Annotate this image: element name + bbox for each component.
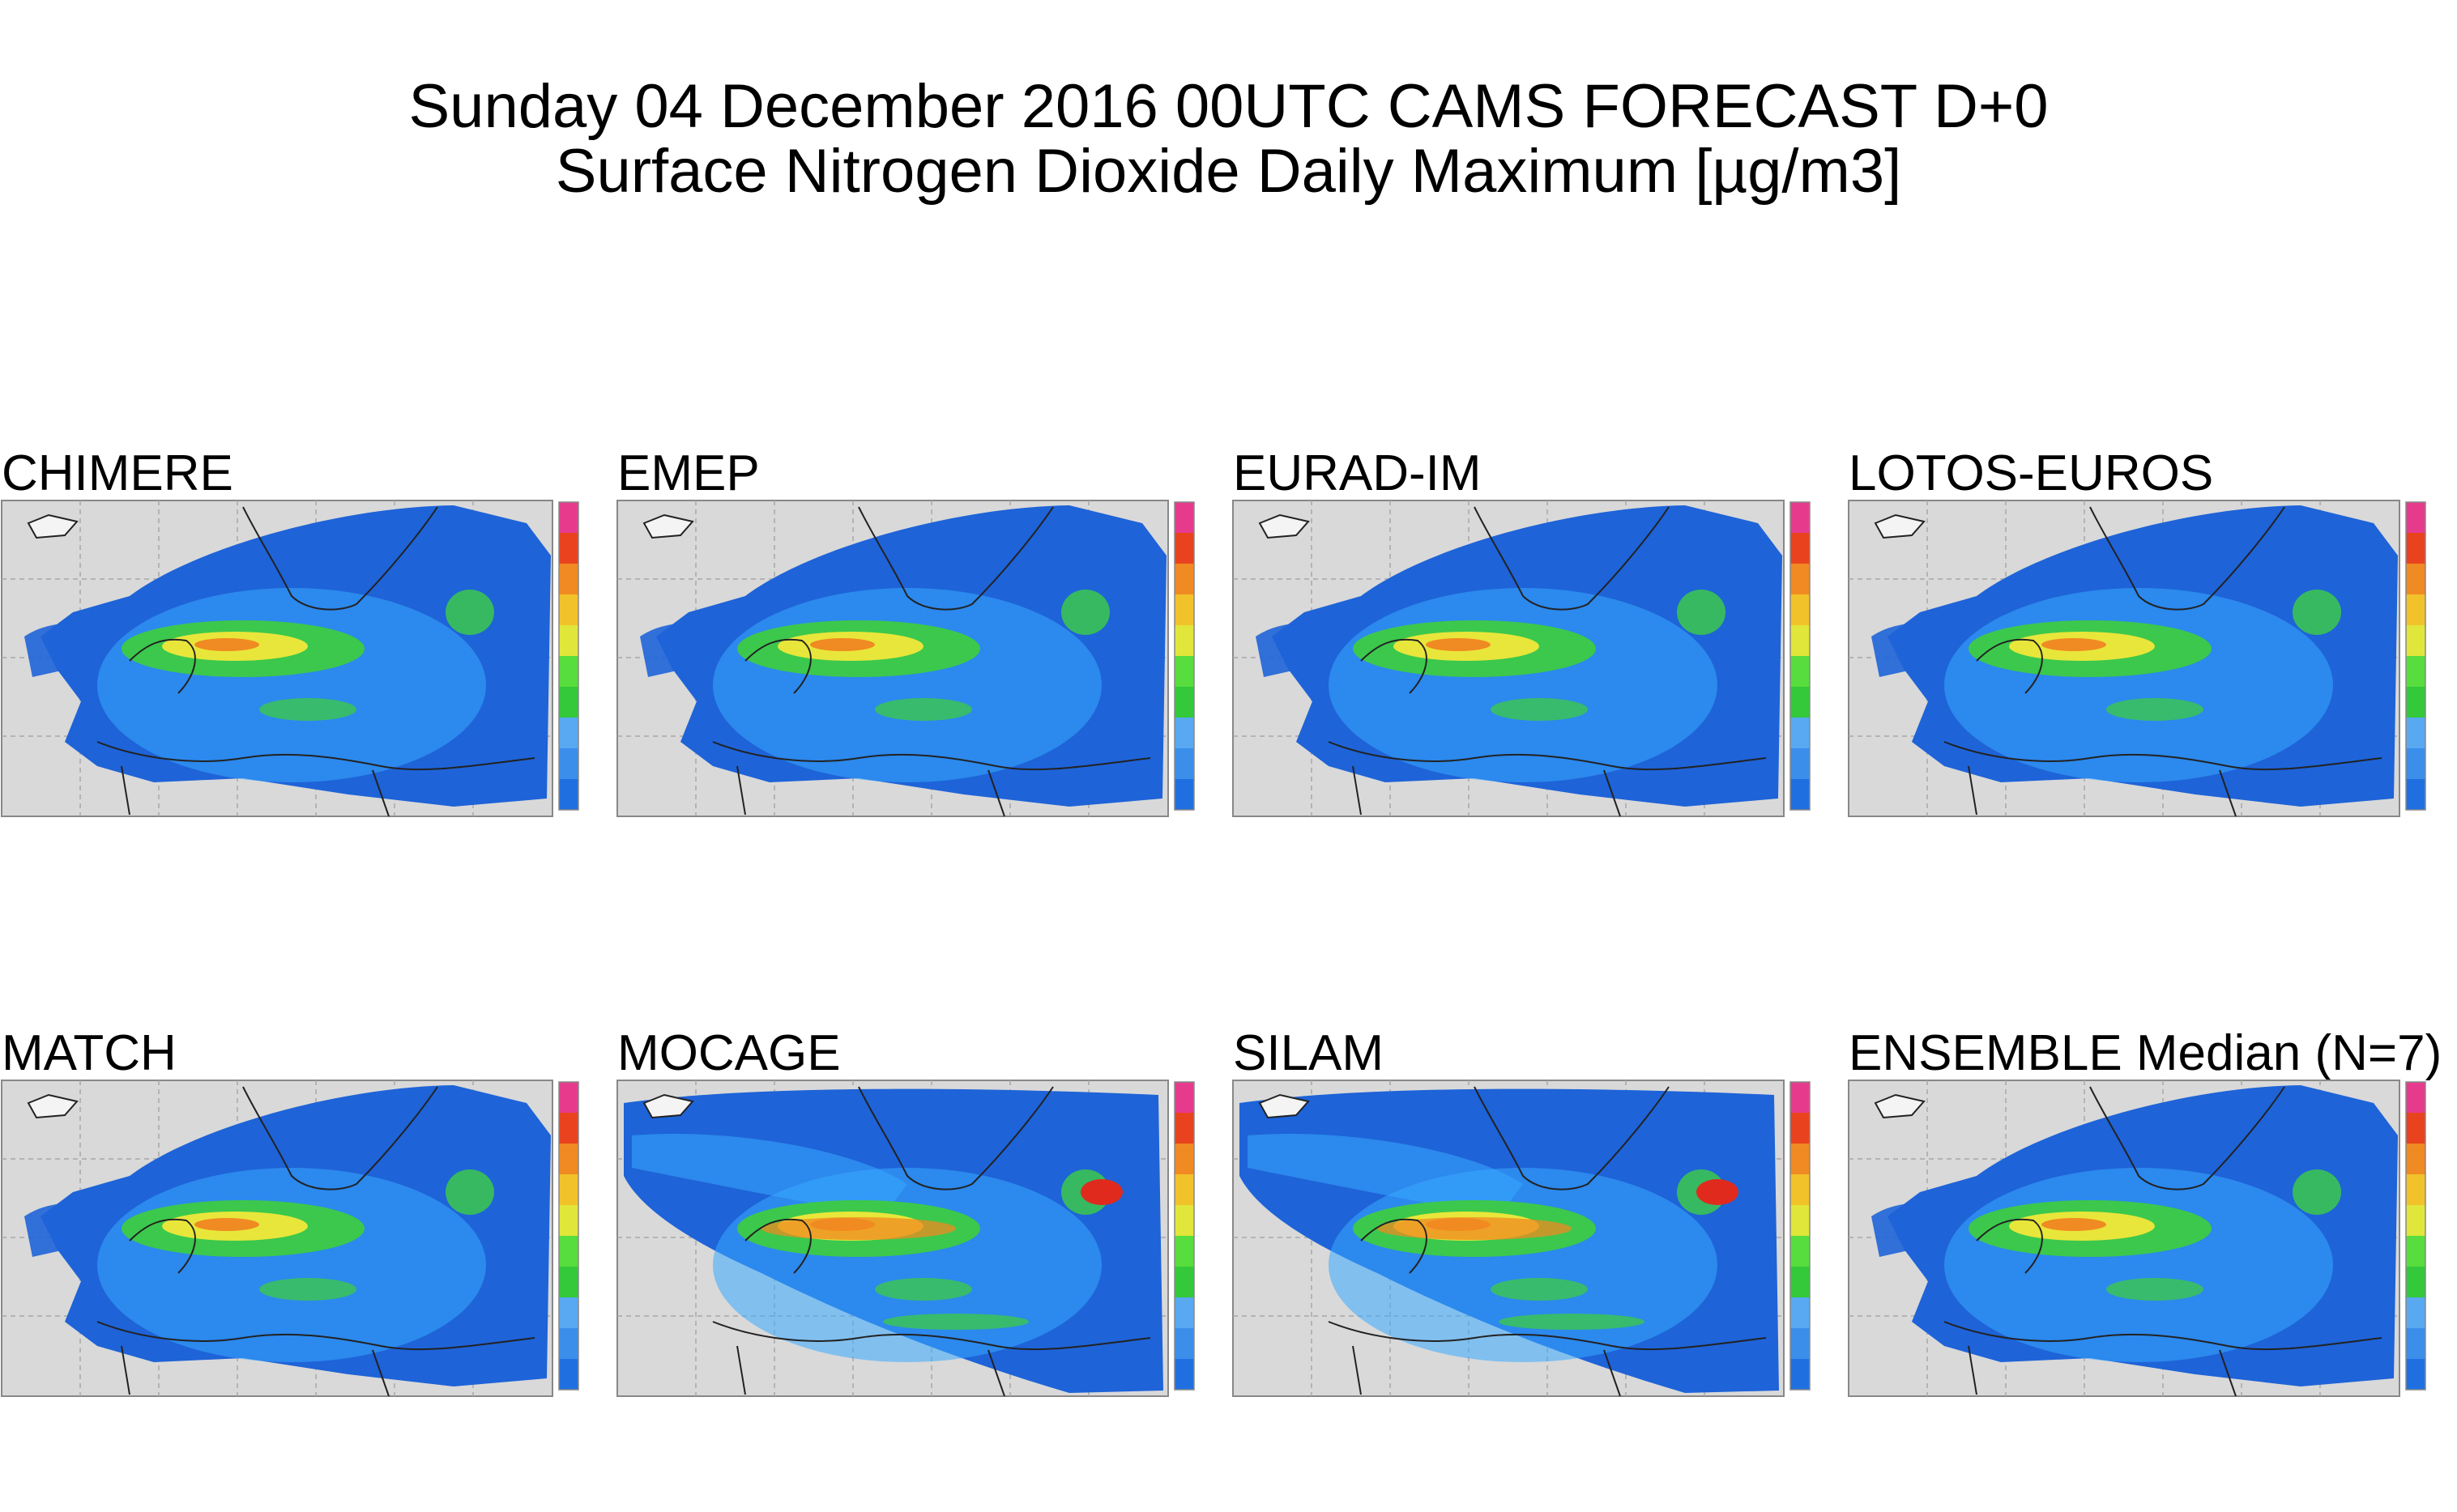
map-panel: CHIMERE — [0, 447, 583, 828]
no2-concentration-map — [1232, 1080, 1811, 1397]
concentration-field — [24, 1085, 551, 1386]
map-frame — [616, 499, 1199, 823]
coastline — [642, 506, 1151, 817]
map-panel: MOCAGE — [616, 1027, 1199, 1408]
coastline — [27, 1086, 535, 1397]
map-frame — [616, 1079, 1199, 1403]
no2-concentration-map — [1232, 500, 1811, 817]
map-frame — [1231, 1079, 1815, 1403]
coastline — [1258, 1086, 1767, 1397]
panel-model-label: EMEP — [617, 445, 760, 501]
concentration-field — [624, 1088, 1163, 1393]
panel-model-label: SILAM — [1233, 1025, 1384, 1081]
coastline — [642, 1086, 1151, 1397]
map-frame — [0, 499, 583, 823]
panel-model-label: ENSEMBLE Median (N=7) — [1849, 1025, 2442, 1081]
panel-model-label: EURAD-IM — [1233, 445, 1482, 501]
no2-concentration-map — [616, 1080, 1195, 1397]
concentration-field — [640, 505, 1167, 807]
map-frame — [0, 1079, 583, 1403]
concentration-field — [1239, 1088, 1779, 1393]
coastline — [27, 506, 535, 817]
coastline — [1874, 506, 2382, 817]
concentration-field — [1871, 505, 2398, 807]
no2-concentration-map — [616, 500, 1195, 817]
map-panel: MATCH — [0, 1027, 583, 1408]
coastline — [1874, 1086, 2382, 1397]
no2-concentration-map — [1848, 500, 2426, 817]
colorbar — [1174, 1081, 1195, 1391]
map-frame — [1847, 1079, 2430, 1403]
colorbar — [558, 1081, 579, 1391]
map-panel: ENSEMBLE Median (N=7) — [1847, 1027, 2442, 1408]
colorbar — [2405, 1081, 2426, 1391]
no2-concentration-map — [1, 500, 579, 817]
map-panel: EMEP — [616, 447, 1199, 828]
map-panel: SILAM — [1231, 1027, 1815, 1408]
title-line-2: Surface Nitrogen Dioxide Daily Maximum [… — [555, 137, 1902, 206]
panel-model-label: CHIMERE — [2, 445, 233, 501]
map-frame — [1847, 499, 2430, 823]
panel-model-label: MATCH — [2, 1025, 177, 1081]
colorbar — [558, 501, 579, 811]
map-panel: EURAD-IM — [1231, 447, 1815, 828]
colorbar — [1789, 1081, 1811, 1391]
concentration-field — [1871, 1085, 2398, 1386]
map-frame — [1231, 499, 1815, 823]
concentration-field — [1256, 505, 1782, 807]
title-line-1: Sunday 04 December 2016 00UTC CAMS FOREC… — [408, 72, 2049, 141]
map-panel: LOTOS-EUROS — [1847, 447, 2430, 828]
coastline — [1258, 506, 1767, 817]
panel-model-label: LOTOS-EUROS — [1849, 445, 2214, 501]
no2-concentration-map — [1848, 1080, 2426, 1397]
no2-concentration-map — [1, 1080, 579, 1397]
colorbar — [2405, 501, 2426, 811]
colorbar — [1174, 501, 1195, 811]
panel-model-label: MOCAGE — [617, 1025, 841, 1081]
concentration-field — [24, 505, 551, 807]
colorbar — [1789, 501, 1811, 811]
